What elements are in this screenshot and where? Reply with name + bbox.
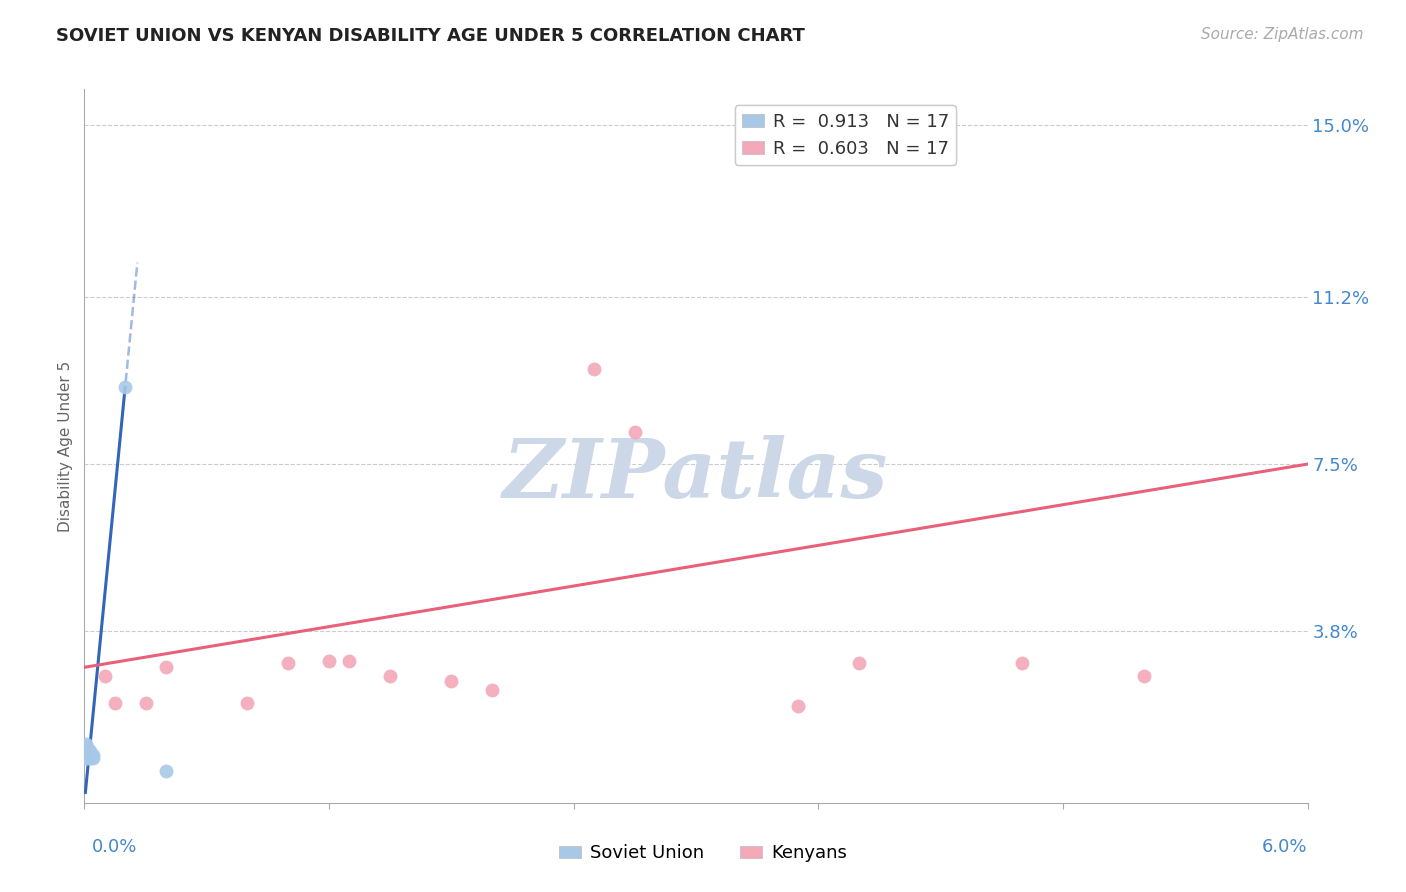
Point — [380, 669, 402, 683]
Text: SOVIET UNION VS KENYAN DISABILITY AGE UNDER 5 CORRELATION CHART: SOVIET UNION VS KENYAN DISABILITY AGE UN… — [56, 27, 806, 45]
Point — [77, 750, 100, 764]
Point — [1133, 669, 1156, 683]
Point — [318, 654, 340, 668]
Text: ZIPatlas: ZIPatlas — [503, 434, 889, 515]
Point — [277, 656, 299, 670]
Point — [135, 697, 157, 711]
Legend: Soviet Union, Kenyans: Soviet Union, Kenyans — [553, 838, 853, 870]
Point — [75, 739, 97, 754]
Point — [79, 750, 101, 764]
Point — [77, 741, 100, 756]
Point — [75, 741, 97, 756]
Point — [75, 737, 97, 751]
Text: 6.0%: 6.0% — [1263, 838, 1308, 856]
Point — [1011, 656, 1033, 670]
Point — [624, 425, 647, 440]
Text: Source: ZipAtlas.com: Source: ZipAtlas.com — [1201, 27, 1364, 42]
Point — [75, 750, 97, 764]
Point — [79, 748, 101, 763]
Legend: R =  0.913   N = 17, R =  0.603   N = 17: R = 0.913 N = 17, R = 0.603 N = 17 — [735, 105, 956, 165]
Point — [440, 673, 463, 688]
Point — [155, 764, 177, 779]
Point — [93, 669, 117, 683]
Text: 0.0%: 0.0% — [91, 838, 136, 856]
Point — [77, 746, 100, 760]
Point — [787, 698, 810, 713]
Point — [114, 380, 136, 394]
Point — [82, 750, 104, 764]
Point — [104, 697, 127, 711]
Point — [75, 746, 97, 760]
Point — [583, 362, 606, 376]
Point — [236, 697, 259, 711]
Point — [77, 744, 100, 758]
Point — [155, 660, 177, 674]
Point — [75, 744, 97, 758]
Point — [82, 748, 104, 763]
Y-axis label: Disability Age Under 5: Disability Age Under 5 — [58, 360, 73, 532]
Point — [339, 654, 361, 668]
Point — [481, 682, 503, 697]
Point — [79, 744, 101, 758]
Point — [848, 656, 870, 670]
